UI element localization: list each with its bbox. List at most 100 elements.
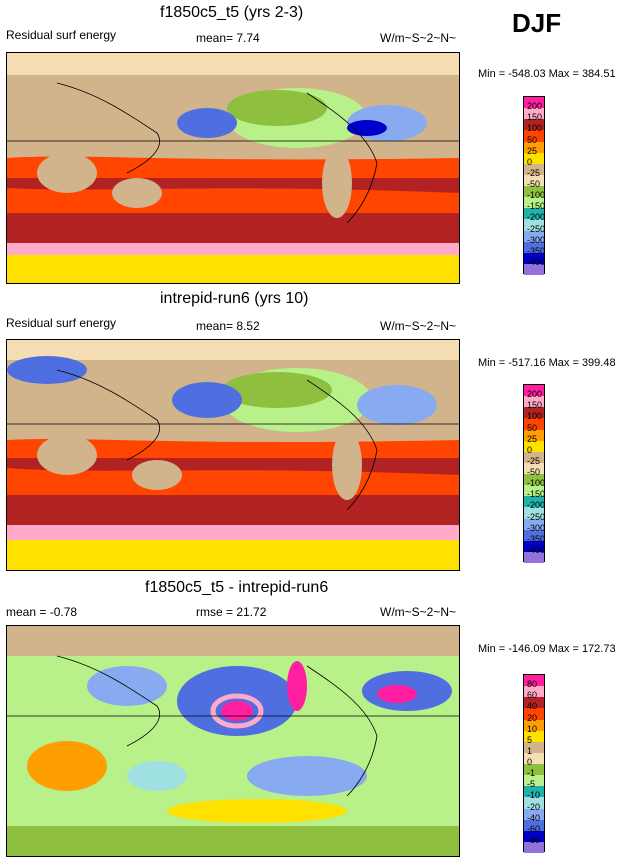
colorbar-level-label: -10	[527, 790, 541, 801]
panel-2-mean: mean= 8.52	[196, 319, 260, 333]
colorbar-level-label: -250	[527, 511, 546, 522]
colorbar-swatch	[524, 841, 544, 853]
colorbar-swatch	[524, 462, 544, 474]
colorbar-swatch	[524, 686, 544, 698]
colorbar-level-label: -25	[527, 167, 541, 178]
colorbar-swatch	[524, 252, 544, 264]
colorbar-swatch	[524, 507, 544, 519]
colorbar-level-label: -200	[527, 212, 546, 223]
colorbar-level-label: 25	[527, 433, 538, 444]
colorbar-swatch	[524, 174, 544, 186]
colorbar-swatch	[524, 518, 544, 530]
colorbar-level-label: -200	[527, 500, 546, 511]
colorbar-swatch	[524, 752, 544, 764]
colorbar-swatch	[524, 786, 544, 798]
colorbar-swatch	[524, 474, 544, 486]
panel-1-map	[6, 52, 460, 284]
colorbar-level-label: 80	[527, 679, 538, 690]
colorbar-level-label: 40	[527, 701, 538, 712]
colorbar-swatch	[524, 119, 544, 131]
colorbar-swatch	[524, 551, 544, 563]
colorbar-level-label: -150	[527, 489, 546, 500]
colorbar-swatch	[524, 451, 544, 463]
colorbar-swatch	[524, 263, 544, 275]
colorbar-level-label: 60	[527, 690, 538, 701]
colorbar-swatch	[524, 219, 544, 231]
panel-2-variable-label: Residual surf energy	[6, 316, 117, 330]
colorbar-swatch	[524, 485, 544, 497]
panel-3-map	[6, 625, 460, 857]
panel-2-units: W/m~S~2~N~	[380, 319, 457, 333]
season-label: DJF	[512, 8, 562, 38]
colorbar-level-label: 10	[527, 723, 538, 734]
panel-1-mean: mean= 7.74	[196, 31, 260, 45]
colorbar-swatch	[524, 108, 544, 120]
panel-3-units: W/m~S~2~N~	[380, 605, 457, 619]
colorbar-level-label: -50	[527, 179, 541, 189]
colorbar-level-label: -40	[527, 812, 541, 823]
colorbar-swatch	[524, 418, 544, 430]
colorbar-swatch	[524, 141, 544, 153]
colorbar-swatch	[524, 808, 544, 820]
panel-3-title: f1850c5_t5 - intrepid-run6	[145, 579, 329, 596]
colorbar-swatch	[524, 440, 544, 452]
panel-1-title: f1850c5_t5 (yrs 2-3)	[160, 4, 304, 21]
colorbar-level-label: -60	[527, 823, 541, 834]
colorbar-swatch	[524, 775, 544, 787]
colorbar-swatch	[524, 97, 544, 109]
colorbar-swatch	[524, 797, 544, 809]
colorbar-level-label: -150	[527, 201, 546, 212]
colorbar-level-label: -25	[527, 455, 541, 466]
colorbar-swatch	[524, 830, 544, 842]
colorbar-swatch	[524, 496, 544, 508]
panel-3-mean: mean = -0.78	[6, 605, 78, 619]
colorbar-level-label: 50	[527, 134, 538, 145]
panel-3-minmax: Min = -146.09 Max = 172.73	[478, 643, 616, 655]
colorbar-swatch	[524, 208, 544, 220]
colorbar-level-label: -50	[527, 467, 541, 477]
colorbar-swatch	[524, 730, 544, 742]
colorbar-swatch	[524, 230, 544, 242]
colorbar-level-label: 150	[527, 400, 543, 411]
colorbar-level-label: 0	[527, 444, 533, 455]
colorbar-level-label: -100	[527, 478, 546, 489]
colorbar-swatch	[524, 152, 544, 164]
colorbar-level-label: -1	[527, 768, 536, 779]
colorbar-swatch	[524, 407, 544, 419]
colorbar-level-label: 150	[527, 112, 543, 123]
panel-1-variable-label: Residual surf energy	[6, 28, 117, 42]
colorbar-swatch	[524, 697, 544, 709]
colorbar-level-label: 20	[527, 712, 538, 723]
panel-3-rmse: rmse = 21.72	[196, 605, 267, 619]
colorbar-swatch	[524, 675, 544, 687]
colorbar-level-label: 0	[527, 156, 533, 167]
colorbar-swatch	[524, 197, 544, 209]
colorbar-level-label: -250	[527, 223, 546, 234]
colorbar-swatch	[524, 385, 544, 397]
colorbar-swatch	[524, 741, 544, 753]
colorbar-swatch	[524, 396, 544, 408]
colorbar-level-label: 200	[527, 101, 543, 112]
colorbar-swatch	[524, 764, 544, 776]
panel-2-minmax: Min = -517.16 Max = 399.48	[478, 357, 616, 369]
colorbar-swatch	[524, 540, 544, 552]
colorbar-level-label: 0	[527, 757, 533, 767]
colorbar-level-label: -80	[527, 834, 541, 845]
colorbar-level-label: -300	[527, 522, 546, 533]
colorbar-swatch	[524, 719, 544, 731]
colorbar-swatch	[524, 529, 544, 541]
panel-2-colorbar	[523, 384, 545, 563]
colorbar-level-label: -350	[527, 533, 546, 544]
panel-2-map	[6, 339, 460, 571]
colorbar-level-label: -100	[527, 190, 546, 201]
colorbar-level-label: -400	[527, 256, 546, 267]
panel-3-colorbar	[523, 674, 545, 853]
colorbar-swatch	[524, 708, 544, 720]
colorbar-level-label: -350	[527, 245, 546, 256]
panel-1-colorbar	[523, 96, 545, 275]
colorbar-level-label: -300	[527, 234, 546, 245]
colorbar-swatch	[524, 241, 544, 253]
panel-1-minmax: Min = -548.03 Max = 384.51	[478, 68, 616, 80]
panel-1-units: W/m~S~2~N~	[380, 31, 457, 45]
colorbar-level-label: 50	[527, 422, 538, 433]
